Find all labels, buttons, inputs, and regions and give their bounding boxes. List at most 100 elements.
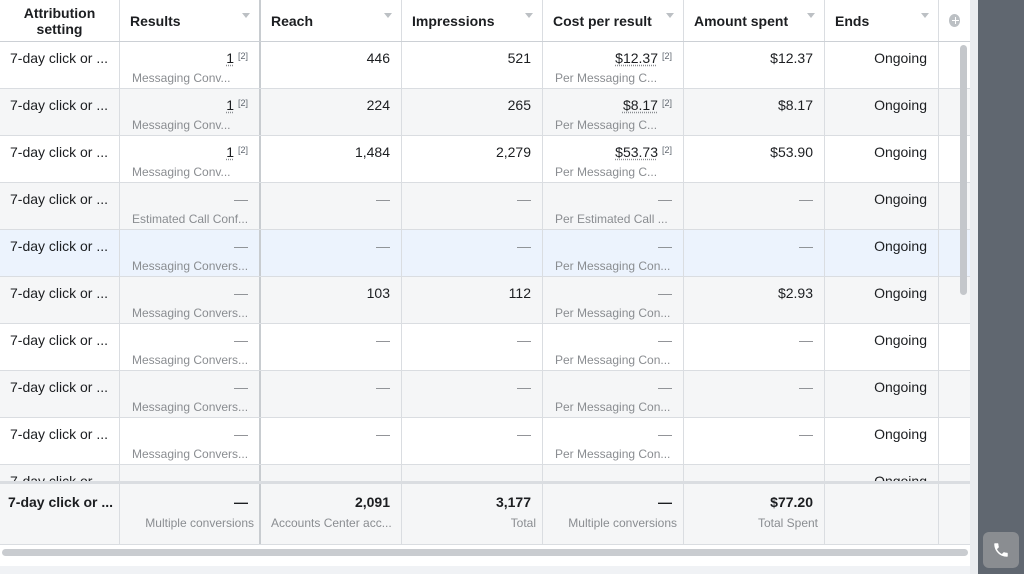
table-row[interactable]: 7-day click or ... 1 [2] Messaging Conv... 2… [0, 89, 970, 136]
attribution-cell[interactable]: 7-day click or ... [0, 183, 120, 229]
attribution-cell[interactable]: 7-day click or ... [0, 42, 120, 88]
results-number[interactable]: — [234, 426, 248, 442]
cost-per-result-cell[interactable]: $53.73 [2] Per Messaging C... [543, 136, 684, 182]
chevron-down-icon[interactable] [384, 13, 392, 18]
amount-spent-value: — [799, 191, 813, 207]
chevron-down-icon[interactable] [921, 13, 929, 18]
plus-circle-icon[interactable] [949, 14, 960, 27]
column-header-results[interactable]: Results [120, 0, 261, 41]
vertical-scrollbar-thumb[interactable] [960, 45, 967, 295]
table-totals-row: 7-day click or ... — Multiple conversion… [0, 481, 970, 545]
results-cell[interactable]: — Messaging Convers... [120, 418, 261, 464]
results-cell[interactable]: — Messaging Convers... [120, 230, 261, 276]
phone-icon [994, 543, 1008, 557]
amount-spent-value: — [799, 379, 813, 395]
results-number[interactable]: — [234, 332, 248, 348]
cost-per-result-cell[interactable]: — Per Messaging Con... [543, 324, 684, 370]
cost-number[interactable]: $53.73 [615, 144, 658, 160]
chevron-down-icon[interactable] [666, 13, 674, 18]
add-column-cell[interactable] [939, 0, 970, 41]
table-row[interactable]: 7-day click or ... — Messaging Convers... —… [0, 371, 970, 418]
amount-spent-value: $8.17 [777, 97, 813, 113]
totals-results: — [234, 494, 248, 510]
cost-per-result-cell[interactable]: — Per Messaging Con... [543, 418, 684, 464]
table-row[interactable]: 7-day click or ... — Messaging Convers... —… [0, 418, 970, 465]
attribution-cell[interactable]: 7-day click or ... [0, 230, 120, 276]
table-row[interactable]: 7-day click or ... — Messaging Convers... —… [0, 230, 970, 277]
reach-value: — [376, 379, 390, 395]
ends-cell: Ongoing [825, 183, 939, 229]
attribution-cell[interactable]: 7-day click or ... [0, 136, 120, 182]
cost-per-result-cell[interactable]: $12.37 [2] Per Messaging C... [543, 42, 684, 88]
cost-per-result-cell[interactable]: $8.17 [2] Per Messaging C... [543, 89, 684, 135]
cost-number[interactable]: — [658, 426, 672, 442]
column-header-ends[interactable]: Ends [825, 0, 939, 41]
attribution-cell[interactable]: 7-day click or ... [0, 371, 120, 417]
horizontal-scrollbar-thumb[interactable] [2, 549, 968, 556]
reach-value: — [376, 238, 390, 254]
results-number[interactable]: — [234, 191, 248, 207]
column-header-amount-spent[interactable]: Amount spent [684, 0, 825, 41]
chevron-down-icon[interactable] [807, 13, 815, 18]
results-cell[interactable]: — Messaging Convers... [120, 277, 261, 323]
column-header-impressions[interactable]: Impressions [402, 0, 543, 41]
results-type: Messaging Conv... [132, 165, 231, 179]
amount-spent-value: — [799, 238, 813, 254]
results-value: — [234, 379, 248, 395]
column-header-reach[interactable]: Reach [261, 0, 402, 41]
cost-per-result-cell[interactable]: — Per Estimated Call ... [543, 183, 684, 229]
totals-attribution-cell: 7-day click or ... [0, 484, 120, 544]
amount-spent-cell: $53.90 [684, 136, 825, 182]
results-cell[interactable]: 1 [2] Messaging Conv... [120, 89, 261, 135]
cost-per-result-cell[interactable]: — Per Messaging Con... [543, 371, 684, 417]
column-header-label: Cost per result [553, 12, 652, 29]
impressions-value: — [517, 426, 531, 442]
results-number[interactable]: — [234, 379, 248, 395]
cost-number[interactable]: — [658, 285, 672, 301]
chevron-down-icon[interactable] [525, 13, 533, 18]
attribution-cell[interactable]: 7-day click or ... [0, 277, 120, 323]
attribution-cell[interactable]: 7-day click or ... [0, 418, 120, 464]
attribution-cell[interactable]: 7-day click or ... [0, 89, 120, 135]
amount-spent-cell: $12.37 [684, 42, 825, 88]
results-number[interactable]: 1 [226, 97, 234, 113]
cost-per-result-value: — [658, 426, 672, 442]
results-cell[interactable]: 1 [2] Messaging Conv... [120, 42, 261, 88]
ends-cell: Ongoing [825, 136, 939, 182]
results-cell[interactable]: — Messaging Convers... [120, 371, 261, 417]
cost-number[interactable]: — [658, 191, 672, 207]
amount-spent-cell: — [684, 230, 825, 276]
results-number[interactable]: — [234, 238, 248, 254]
ends-value: Ongoing [874, 144, 927, 160]
cost-per-result-cell[interactable]: — Per Messaging Con... [543, 277, 684, 323]
results-number[interactable]: 1 [226, 50, 234, 66]
cost-number[interactable]: — [658, 379, 672, 395]
reach-cell: — [261, 230, 402, 276]
call-button[interactable] [983, 532, 1019, 568]
cost-number[interactable]: — [658, 238, 672, 254]
table-row[interactable]: 7-day click or ... — Estimated Call Conf..… [0, 183, 970, 230]
cost-number[interactable]: $12.37 [615, 50, 658, 66]
results-number[interactable]: — [234, 285, 248, 301]
results-number[interactable]: 1 [226, 144, 234, 160]
table-row[interactable]: 7-day click or ... 1 [2] Messaging Conv... 1… [0, 136, 970, 183]
reach-value: — [376, 191, 390, 207]
table-row[interactable]: 7-day click or ... — Messaging Convers... —… [0, 324, 970, 371]
attribution-cell[interactable]: 7-day click or ... [0, 324, 120, 370]
totals-results-cell: — Multiple conversions [120, 484, 261, 544]
table-row[interactable]: 7-day click or ... — Messaging Convers... 1… [0, 277, 970, 324]
cost-per-result-cell[interactable]: — Per Messaging Con... [543, 230, 684, 276]
column-header-attribution[interactable]: Attribution setting [0, 0, 120, 41]
amount-spent-cell: — [684, 183, 825, 229]
impressions-value: 2,279 [495, 144, 531, 160]
results-cell[interactable]: — Messaging Convers... [120, 324, 261, 370]
ends-value: Ongoing [874, 285, 927, 301]
chevron-down-icon[interactable] [242, 13, 250, 18]
cost-number[interactable]: — [658, 332, 672, 348]
results-cell[interactable]: 1 [2] Messaging Conv... [120, 136, 261, 182]
amount-spent-cell: — [684, 371, 825, 417]
cost-number[interactable]: $8.17 [622, 97, 658, 113]
table-row[interactable]: 7-day click or ... 1 [2] Messaging Conv... 4… [0, 42, 970, 89]
results-cell[interactable]: — Estimated Call Conf... [120, 183, 261, 229]
column-header-cost-per-result[interactable]: Cost per result [543, 0, 684, 41]
